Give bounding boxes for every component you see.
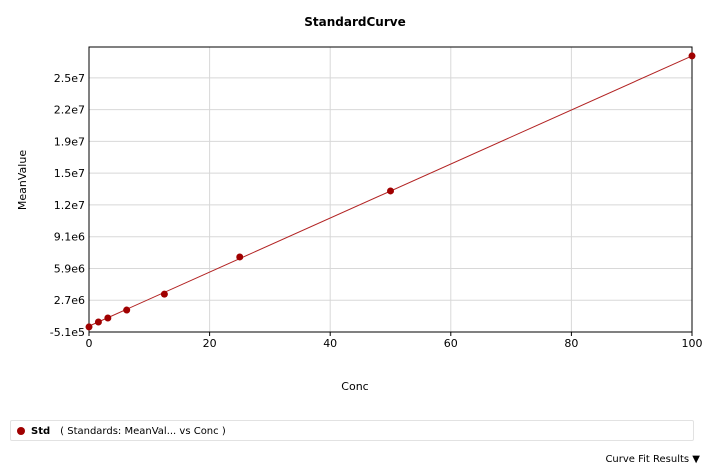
y-tick-label: 9.1e6 [54, 231, 85, 244]
legend-series-name: Std [31, 426, 51, 437]
legend-marker [17, 427, 25, 435]
legend: Std ( Standards: MeanVal... vs Conc ) [10, 420, 694, 441]
y-tick-label: -5.1e5 [50, 326, 85, 339]
y-tick-label: 2.5e7 [54, 72, 85, 85]
legend-text: ( Standards: MeanVal... vs Conc ) [60, 426, 226, 437]
data-point [236, 253, 244, 261]
plot-frame [88, 46, 693, 333]
x-tick-label: 20 [203, 337, 217, 350]
x-tick-label: 40 [323, 337, 337, 350]
data-point [160, 290, 168, 298]
data-point [123, 306, 131, 314]
y-tick-label: 2.2e7 [54, 104, 85, 117]
x-axis-label: Conc [341, 380, 368, 393]
y-tick-label: 1.9e7 [54, 135, 85, 148]
data-point [104, 314, 112, 322]
x-tick-label: 60 [444, 337, 458, 350]
y-tick-label: 2.7e6 [54, 294, 85, 307]
y-axis-label: MeanValue [16, 150, 29, 210]
y-tick-label: 1.5e7 [54, 167, 85, 180]
curve-fit-results-toggle[interactable]: Curve Fit Results ▼ [605, 454, 700, 465]
y-tick-label: 5.9e6 [54, 262, 85, 275]
data-point [688, 52, 696, 60]
x-tick-label: 80 [564, 337, 578, 350]
data-point [94, 318, 102, 326]
data-point [85, 323, 93, 331]
x-tick-label: 100 [682, 337, 703, 350]
chart: StandardCurve Conc MeanValue -5.1e5 2.7e6… [16, 15, 703, 393]
data-point [387, 187, 394, 195]
y-tick-label: 1.2e7 [54, 199, 85, 212]
x-tick-label: 0 [86, 337, 93, 350]
chart-title: StandardCurve [304, 15, 405, 29]
